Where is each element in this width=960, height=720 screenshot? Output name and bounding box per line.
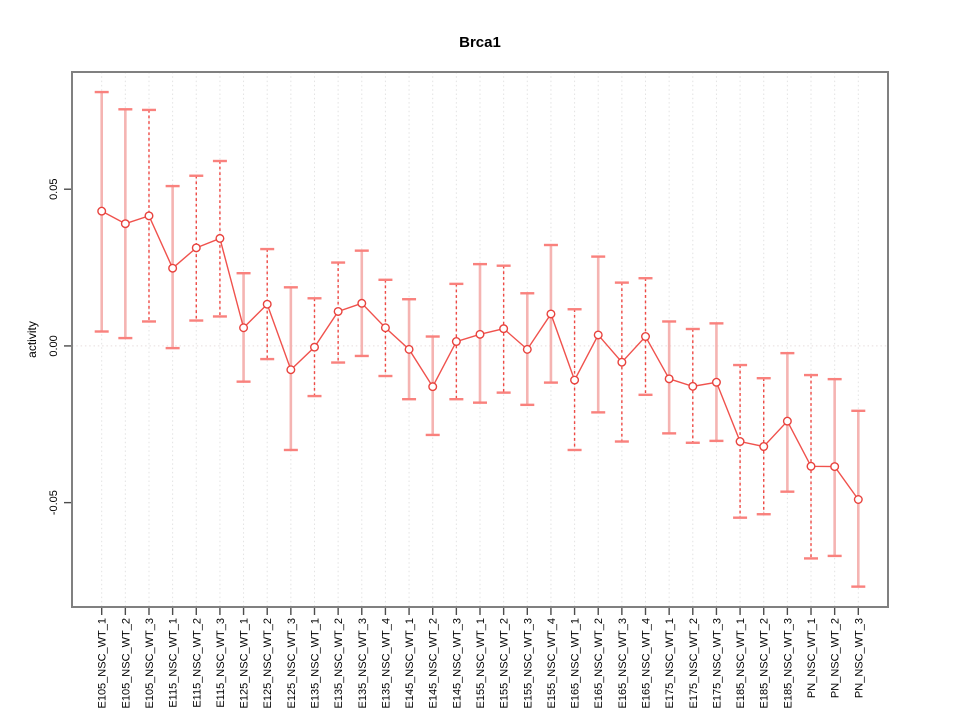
x-tick-label: E155_NSC_WT_3 [522, 618, 534, 709]
x-tick-label: E155_NSC_WT_4 [546, 618, 558, 709]
y-tick-label: -0.05 [48, 490, 60, 515]
data-point-marker [735, 437, 745, 447]
data-point-marker [475, 329, 485, 339]
data-point-marker [404, 344, 414, 354]
plot-frame [71, 71, 889, 608]
x-tick-label: E125_NSC_WT_1 [239, 618, 251, 709]
data-point-marker [641, 332, 651, 342]
data-point-marker [451, 337, 461, 347]
data-point-marker [97, 206, 107, 216]
chart-title: Brca1 [459, 34, 501, 51]
x-tick-label: E105_NSC_WT_3 [144, 618, 156, 709]
data-point-marker [262, 299, 272, 309]
x-tick-label: PN_NSC_WT_3 [853, 618, 865, 698]
data-point-marker [546, 309, 556, 319]
x-tick-label: E115_NSC_WT_1 [168, 618, 180, 708]
data-point-marker [688, 381, 698, 391]
x-tick-label: E175_NSC_WT_2 [688, 618, 700, 709]
y-tick-label: 0.00 [48, 335, 60, 356]
data-point-marker [499, 324, 509, 334]
x-tick-label: E155_NSC_WT_1 [475, 618, 487, 709]
data-point-marker [428, 382, 438, 392]
x-tick-label: E115_NSC_WT_2 [191, 618, 203, 708]
x-tick-label: E115_NSC_WT_3 [215, 618, 227, 708]
x-tick-label: E135_NSC_WT_1 [309, 618, 321, 709]
data-point-marker [215, 233, 225, 243]
data-point-marker [664, 374, 674, 384]
x-tick-label: E125_NSC_WT_2 [262, 618, 274, 709]
x-tick-label: E175_NSC_WT_1 [664, 618, 676, 709]
data-point-marker [711, 377, 721, 387]
x-tick-label: E125_NSC_WT_3 [286, 618, 298, 709]
x-tick-label: E165_NSC_WT_2 [593, 618, 605, 709]
x-tick-label: E135_NSC_WT_3 [357, 618, 369, 709]
data-point-marker [191, 243, 201, 253]
data-point-marker [120, 219, 130, 229]
data-point-marker [830, 462, 840, 472]
x-tick-label: PN_NSC_WT_1 [806, 618, 818, 698]
data-point-marker [759, 442, 769, 452]
data-point-marker [617, 357, 627, 367]
data-point-marker [782, 416, 792, 426]
x-tick-label: E185_NSC_WT_2 [759, 618, 771, 709]
y-axis-label: activity [25, 321, 39, 358]
data-point-marker [380, 323, 390, 333]
data-point-marker [168, 263, 178, 273]
x-tick-label: E175_NSC_WT_3 [711, 618, 723, 709]
data-point-marker [806, 461, 816, 471]
data-point-marker [570, 375, 580, 385]
x-tick-label: PN_NSC_WT_2 [830, 618, 842, 698]
data-point-marker [239, 323, 249, 333]
x-tick-label: E165_NSC_WT_4 [641, 618, 653, 709]
x-tick-label: E135_NSC_WT_2 [333, 618, 345, 709]
x-tick-label: E155_NSC_WT_2 [499, 618, 511, 709]
data-point-marker [357, 298, 367, 308]
data-point-marker [286, 365, 296, 375]
x-tick-label: E145_NSC_WT_2 [428, 618, 440, 709]
x-tick-label: E185_NSC_WT_3 [782, 618, 794, 709]
x-tick-label: E145_NSC_WT_1 [404, 618, 416, 709]
data-point-marker [309, 342, 319, 352]
x-tick-label: E165_NSC_WT_1 [570, 618, 582, 709]
data-point-marker [144, 211, 154, 221]
x-tick-label: E135_NSC_WT_4 [380, 618, 392, 709]
x-tick-label: E185_NSC_WT_1 [735, 618, 747, 709]
data-point-marker [593, 330, 603, 340]
data-point-marker [333, 306, 343, 316]
x-tick-label: E105_NSC_WT_1 [97, 618, 109, 709]
x-tick-label: E145_NSC_WT_3 [451, 618, 463, 709]
y-tick-label: 0.05 [48, 179, 60, 200]
x-tick-label: E165_NSC_WT_3 [617, 618, 629, 709]
x-tick-label: E105_NSC_WT_2 [120, 618, 132, 709]
data-point-marker [853, 494, 863, 504]
data-point-marker [522, 344, 532, 354]
